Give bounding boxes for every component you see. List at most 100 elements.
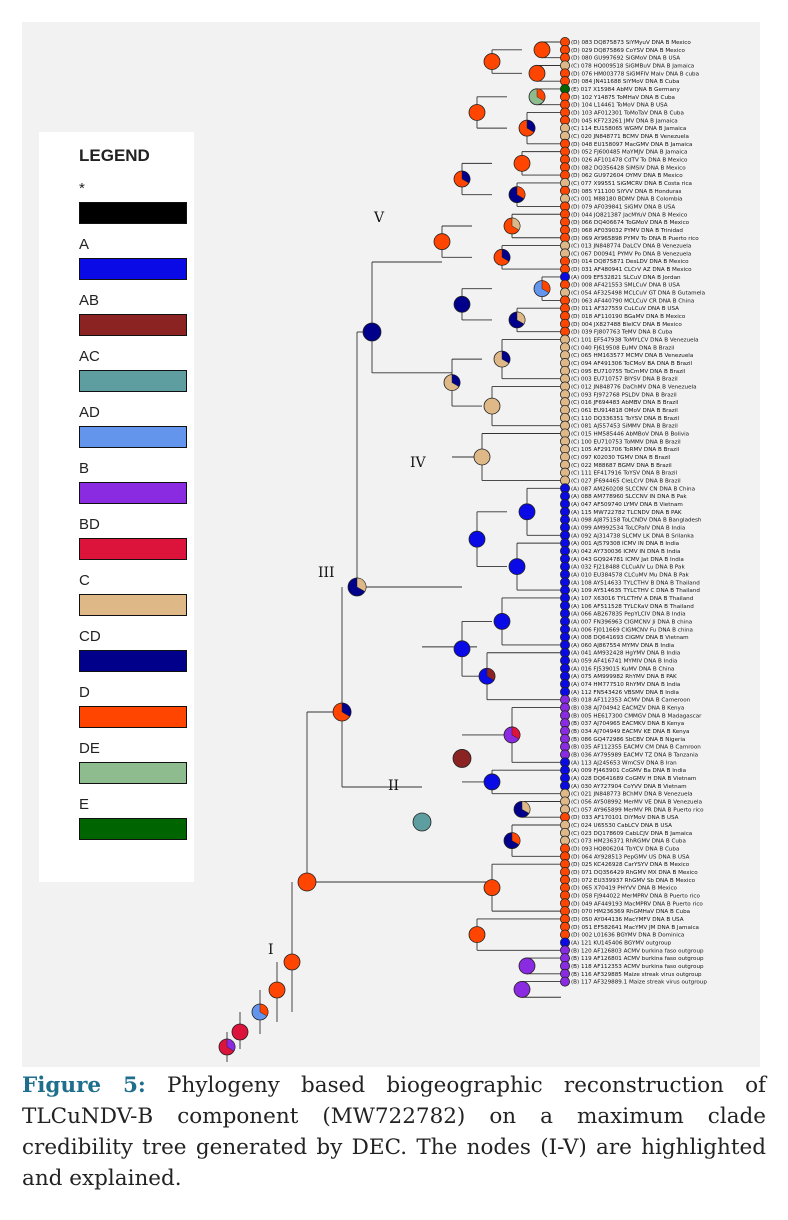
tip-label: (A) 041 AM932428 HgYMV DNA B India [571, 651, 680, 657]
tip-label: (B) 035 AF112355 EACMV CM DNA B Camroon [571, 745, 701, 751]
tip-label: (C) 093 FJ972768 PSLDV DNA B Brazil [571, 392, 677, 398]
legend-swatch [79, 538, 187, 560]
legend-swatch [79, 202, 187, 224]
ancestral-range-node [283, 953, 301, 971]
ancestral-range-node [453, 170, 471, 188]
ancestral-range-node [518, 119, 536, 137]
tip-label: (D) 011 AF327559 CuLCuV DNA B USA [571, 306, 679, 312]
tip-label: (D) 079 AF039841 SiGMV DNA B USA [571, 204, 675, 210]
tip-label: (D) 084 JN411688 SiYMoV DNA B Cuba [571, 79, 679, 85]
tip-label: (C) 094 AF491306 ToCMoV BA DNA B Brazil [571, 361, 693, 367]
ancestral-range-node [468, 530, 486, 548]
tip-label: (D) 026 AF101478 CdTV To DNA B Mexico [571, 157, 688, 163]
tip-label: (A) 009 FJ463901 CoGMV Ba DNA B India [571, 768, 686, 774]
tip-label: (C) 057 AY965899 MerMV PR DNA B Puerto r… [571, 807, 704, 813]
ancestral-range-node [518, 957, 536, 975]
node-label-v: V [373, 210, 385, 226]
legend-label: CD [79, 628, 101, 645]
tip-label: (D) 048 EU158097 MacGMV DNA B Jamaica [571, 142, 692, 148]
ancestral-range-node [560, 976, 571, 987]
tip-label: (A) 113 AJ245653 WmCSV DNA B Iran [571, 760, 677, 766]
tip-label: (C) 022 M88687 BGMV DNA B Brazil [571, 463, 672, 469]
ancestral-range-node [533, 41, 551, 59]
legend-swatch [79, 818, 187, 840]
tip-label: (C) 095 EU710755 ToCmMV DNA B Brazil [571, 369, 686, 375]
legend-label: B [79, 460, 90, 477]
tip-label: (D) 025 KC426928 CarYSYV DNA B Mexico [571, 862, 690, 868]
tip-label: (C) 013 JN848774 DaLCV DNA B Venezuela [571, 244, 691, 250]
tip-label: (D) 066 DQ406674 ToGMoV DNA B Mexico [571, 220, 690, 226]
tip-label: (B) 119 AF126801 ACMV burkina faso outgr… [571, 956, 704, 962]
ancestral-range-node [513, 981, 531, 998]
tip-label: (D) 058 FJ944022 MerMPRV DNA B Puerto ri… [571, 893, 700, 899]
tip-label: (C) 040 FJ619508 EuMV DNA B Brazil [571, 345, 675, 351]
tip-label: (D) 062 GU972604 OYMV DNA B Mexico [571, 173, 683, 179]
tip-label: (D) 069 AY965898 PYMV To DNA B Puerto ri… [571, 236, 699, 242]
tip-label: (A) 001 AJ579308 ICMV IN DNA B India [571, 541, 679, 547]
ancestral-range-node [362, 322, 382, 342]
ancestral-range-node [508, 311, 526, 329]
legend-title: LEGEND [79, 146, 150, 165]
legend-swatch [79, 762, 187, 784]
ancestral-range-node [452, 749, 472, 768]
caption-head: Figure 5: [22, 1073, 146, 1098]
tip-label: (B) 037 AJ704965 EACMKV DNA B Kenya [571, 721, 684, 727]
tip-label: (A) 108 AY514633 TYLCTHV B DNA B Thailan… [571, 580, 700, 586]
tip-label: (D) 008 AF421553 SMLCuV DNA B USA [571, 283, 680, 289]
tip-label: (A) 112 FN543426 VBSMV DNA B India [571, 690, 679, 696]
tip-label: (A) 115 MW722782 TLCNDV DNA B PAK [571, 510, 682, 516]
tip-label: (B) 034 AJ704949 EACMV KE DNA B Kenya [571, 729, 689, 735]
ancestral-range-node [483, 53, 501, 70]
legend-label: BD [79, 516, 100, 533]
tip-label: (D) 031 AF480941 CLCrV AZ DNA B Mexico [571, 267, 692, 273]
tip-label: (A) 010 EU384578 CLCuMV Mu DNA B Pak [571, 572, 689, 578]
ancestral-range-node [503, 832, 521, 850]
ancestral-range-node [508, 558, 526, 576]
tip-label: (A) 059 AF416741 MYMIV DNA B India [571, 659, 677, 665]
legend-label: DE [79, 740, 100, 757]
tip-label: (B) 120 AF126803 ACMV burkina faso outgr… [571, 948, 704, 954]
tip-label: (C) 077 X99551 SiGMCRV DNA B Costa rica [571, 181, 692, 187]
tip-label: (D) 070 HM236369 RhGMHaV DNA B Cuba [571, 909, 690, 915]
tip-label: (C) 021 JN848773 BChMV DNA B Venezuela [571, 792, 693, 798]
ancestral-range-node [493, 613, 511, 630]
tip-label: (B) 118 AF112353 ACMV burkina faso outgr… [571, 964, 704, 970]
tip-label: (D) 102 Y14875 ToMHaV DNA B Cuba [571, 95, 675, 101]
ancestral-range-node [528, 88, 546, 106]
tip-label: (A) 109 AY514635 TYLCTHV C DNA B Thailan… [571, 588, 700, 594]
tip-label: (A) 092 AJ314738 SLCMV LK DNA B Srilanka [571, 533, 694, 539]
tip-label: (C) 003 EU710757 BIYSV DNA B Brazil [571, 377, 678, 383]
tip-label: (B) 086 GQ472986 SbCBV DNA B Nigeria [571, 737, 685, 743]
tip-label: (C) 111 EF417916 ToYSV DNA B Brazil [571, 471, 678, 477]
legend-swatch [79, 706, 187, 728]
tip-label: (C) 105 AF291706 ToRMV DNA B Brazil [571, 447, 680, 453]
tip-label: (D) 080 GU997692 SiGMoV DNA B USA [571, 56, 680, 62]
ancestral-range-node [503, 726, 521, 744]
tip-label: (A) 008 DQ641693 CIGMV DNA B Vietnam [571, 635, 689, 641]
tip-label: (C) 110 DQ336351 ToYSV DNA B Brazil [571, 416, 680, 422]
legend-swatch [79, 370, 187, 392]
node-label-ii: II [388, 778, 399, 794]
tip-label: (A) 066 AB267835 PepYLCIV DNA B India [571, 612, 686, 618]
tip-label: (B) 036 AY795989 EACMV TZ DNA B Tanzania [571, 753, 698, 759]
node-label-i: I [268, 942, 274, 958]
ancestral-range-node [483, 773, 501, 791]
tip-label: (D) 093 HQ806204 TbYCV DNA B Cuba [571, 846, 679, 852]
ancestral-range-node [493, 350, 511, 368]
tip-label: (C) 056 AY508992 MerMV VE DNA B Venezuel… [571, 800, 702, 806]
ancestral-range-node [518, 503, 536, 521]
ancestral-range-node [528, 64, 546, 82]
ancestral-range-node [218, 1038, 236, 1056]
tip-label: (C) 073 HM236371 RhRGMV DNA B Cuba [571, 839, 686, 845]
ancestral-range-node [473, 448, 491, 466]
tip-label: (A) 087 AM260208 SLCCNV CN DNA B China [571, 486, 695, 492]
tip-label: (A) 007 FN396963 CIGMCNV Ji DNA B china [571, 619, 692, 625]
legend-label: D [79, 684, 90, 701]
tip-label: (C) 100 EU710753 ToMMV DNA B Brazil [571, 439, 681, 445]
tip-label: (C) 012 JN848776 DaChMV DNA B Venezuela [571, 385, 697, 391]
tip-label: (D) 103 AF012301 ToMoTaV DNA B Cuba [571, 110, 684, 116]
phylogenetic-tree: (D) 083 DQ875873 SiYMyuV DNA B Mexico (D)… [218, 36, 707, 1062]
ancestral-range-node [513, 154, 531, 172]
tip-label: (C) 061 EU914818 OMoV DNA B Brazil [571, 408, 678, 414]
tip-label: (C) 023 DQ178609 CabLCJV DNA B Jamaica [571, 831, 692, 837]
